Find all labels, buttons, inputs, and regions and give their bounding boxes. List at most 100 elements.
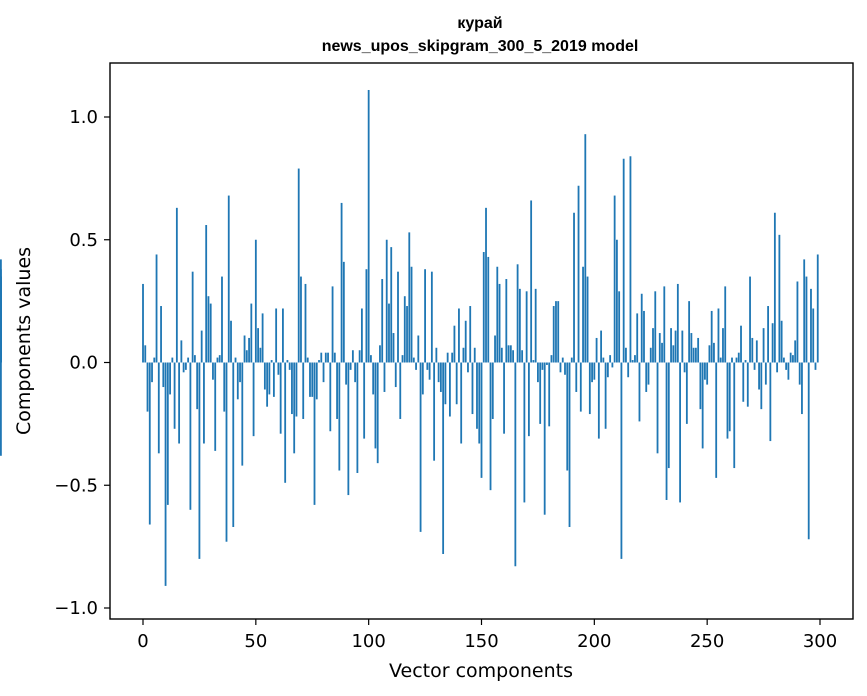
bar bbox=[706, 362, 709, 385]
bar bbox=[690, 333, 693, 363]
bar bbox=[232, 362, 235, 527]
x-tick-label: 150 bbox=[464, 631, 498, 652]
bar bbox=[214, 362, 217, 451]
bar bbox=[324, 352, 327, 363]
bar bbox=[776, 362, 779, 373]
bar bbox=[257, 328, 259, 363]
bar bbox=[731, 357, 733, 363]
bar bbox=[507, 345, 510, 363]
bar bbox=[424, 269, 426, 363]
bar bbox=[600, 330, 603, 363]
y-axis-label: Components values bbox=[13, 247, 35, 435]
bar bbox=[509, 345, 512, 363]
bar bbox=[751, 337, 754, 363]
y-tick-label: 0.0 bbox=[69, 353, 98, 374]
bar bbox=[460, 362, 463, 444]
bar bbox=[789, 352, 792, 363]
bar bbox=[749, 276, 751, 363]
x-tick-label: 50 bbox=[244, 631, 267, 652]
bar bbox=[792, 355, 794, 363]
bar bbox=[753, 362, 756, 370]
bar bbox=[421, 362, 424, 395]
bar bbox=[203, 362, 205, 444]
bar bbox=[322, 362, 325, 383]
bar bbox=[661, 342, 663, 363]
bar bbox=[191, 271, 194, 363]
bar bbox=[685, 362, 688, 424]
bar bbox=[735, 357, 738, 363]
bar bbox=[611, 362, 614, 368]
bar bbox=[496, 266, 499, 363]
bar bbox=[557, 301, 560, 363]
bar bbox=[498, 283, 501, 363]
bar bbox=[381, 279, 384, 363]
bar bbox=[552, 306, 555, 363]
bar bbox=[347, 362, 350, 496]
bar bbox=[376, 362, 379, 464]
bar bbox=[175, 207, 178, 363]
bar bbox=[153, 357, 156, 363]
bar bbox=[505, 279, 508, 363]
bar bbox=[390, 247, 393, 363]
bar bbox=[710, 310, 713, 363]
bar bbox=[810, 288, 812, 363]
bar bbox=[728, 362, 731, 432]
bar bbox=[778, 234, 781, 363]
bar bbox=[385, 239, 388, 363]
bar bbox=[435, 347, 438, 363]
bar bbox=[349, 362, 352, 370]
bar bbox=[724, 286, 727, 363]
bar bbox=[166, 362, 169, 505]
bar bbox=[564, 362, 566, 375]
bar bbox=[618, 291, 621, 363]
bar bbox=[742, 362, 745, 402]
bar bbox=[437, 362, 440, 383]
bar bbox=[178, 362, 181, 444]
bar bbox=[683, 362, 686, 373]
bar bbox=[676, 283, 679, 363]
bar bbox=[541, 362, 544, 370]
bar bbox=[582, 266, 584, 363]
bar bbox=[300, 276, 302, 363]
bar bbox=[629, 156, 632, 363]
bar bbox=[672, 345, 675, 363]
bar bbox=[194, 355, 196, 363]
bar bbox=[566, 362, 569, 471]
bar bbox=[692, 347, 695, 363]
bar bbox=[428, 362, 431, 380]
bar bbox=[329, 362, 332, 432]
bar bbox=[315, 362, 318, 400]
bar bbox=[252, 362, 255, 437]
bar bbox=[467, 362, 469, 373]
bar bbox=[816, 254, 819, 363]
bar bbox=[279, 362, 282, 434]
bar bbox=[259, 347, 262, 363]
bar bbox=[634, 355, 636, 363]
bar bbox=[320, 352, 323, 363]
bar bbox=[503, 362, 505, 434]
bar bbox=[399, 362, 402, 419]
x-tick-label: 300 bbox=[803, 631, 837, 652]
bar bbox=[207, 296, 210, 363]
bar bbox=[555, 301, 557, 363]
bar bbox=[532, 360, 535, 363]
bar bbox=[575, 362, 578, 392]
bar bbox=[286, 360, 289, 363]
bar bbox=[805, 276, 808, 363]
bar bbox=[518, 288, 521, 363]
bar bbox=[284, 362, 287, 483]
bar bbox=[282, 308, 284, 363]
bar bbox=[367, 89, 370, 363]
bar bbox=[164, 362, 167, 586]
bar bbox=[476, 362, 478, 429]
bar bbox=[236, 362, 239, 400]
x-axis: 0 50 100 150 200 250 300 bbox=[137, 619, 837, 652]
bar bbox=[762, 328, 765, 363]
bar bbox=[604, 362, 607, 429]
bar bbox=[304, 283, 307, 363]
bar bbox=[455, 362, 458, 405]
bar bbox=[771, 323, 774, 363]
bar bbox=[331, 286, 334, 363]
bar bbox=[0, 362, 2, 456]
bar bbox=[649, 347, 652, 363]
